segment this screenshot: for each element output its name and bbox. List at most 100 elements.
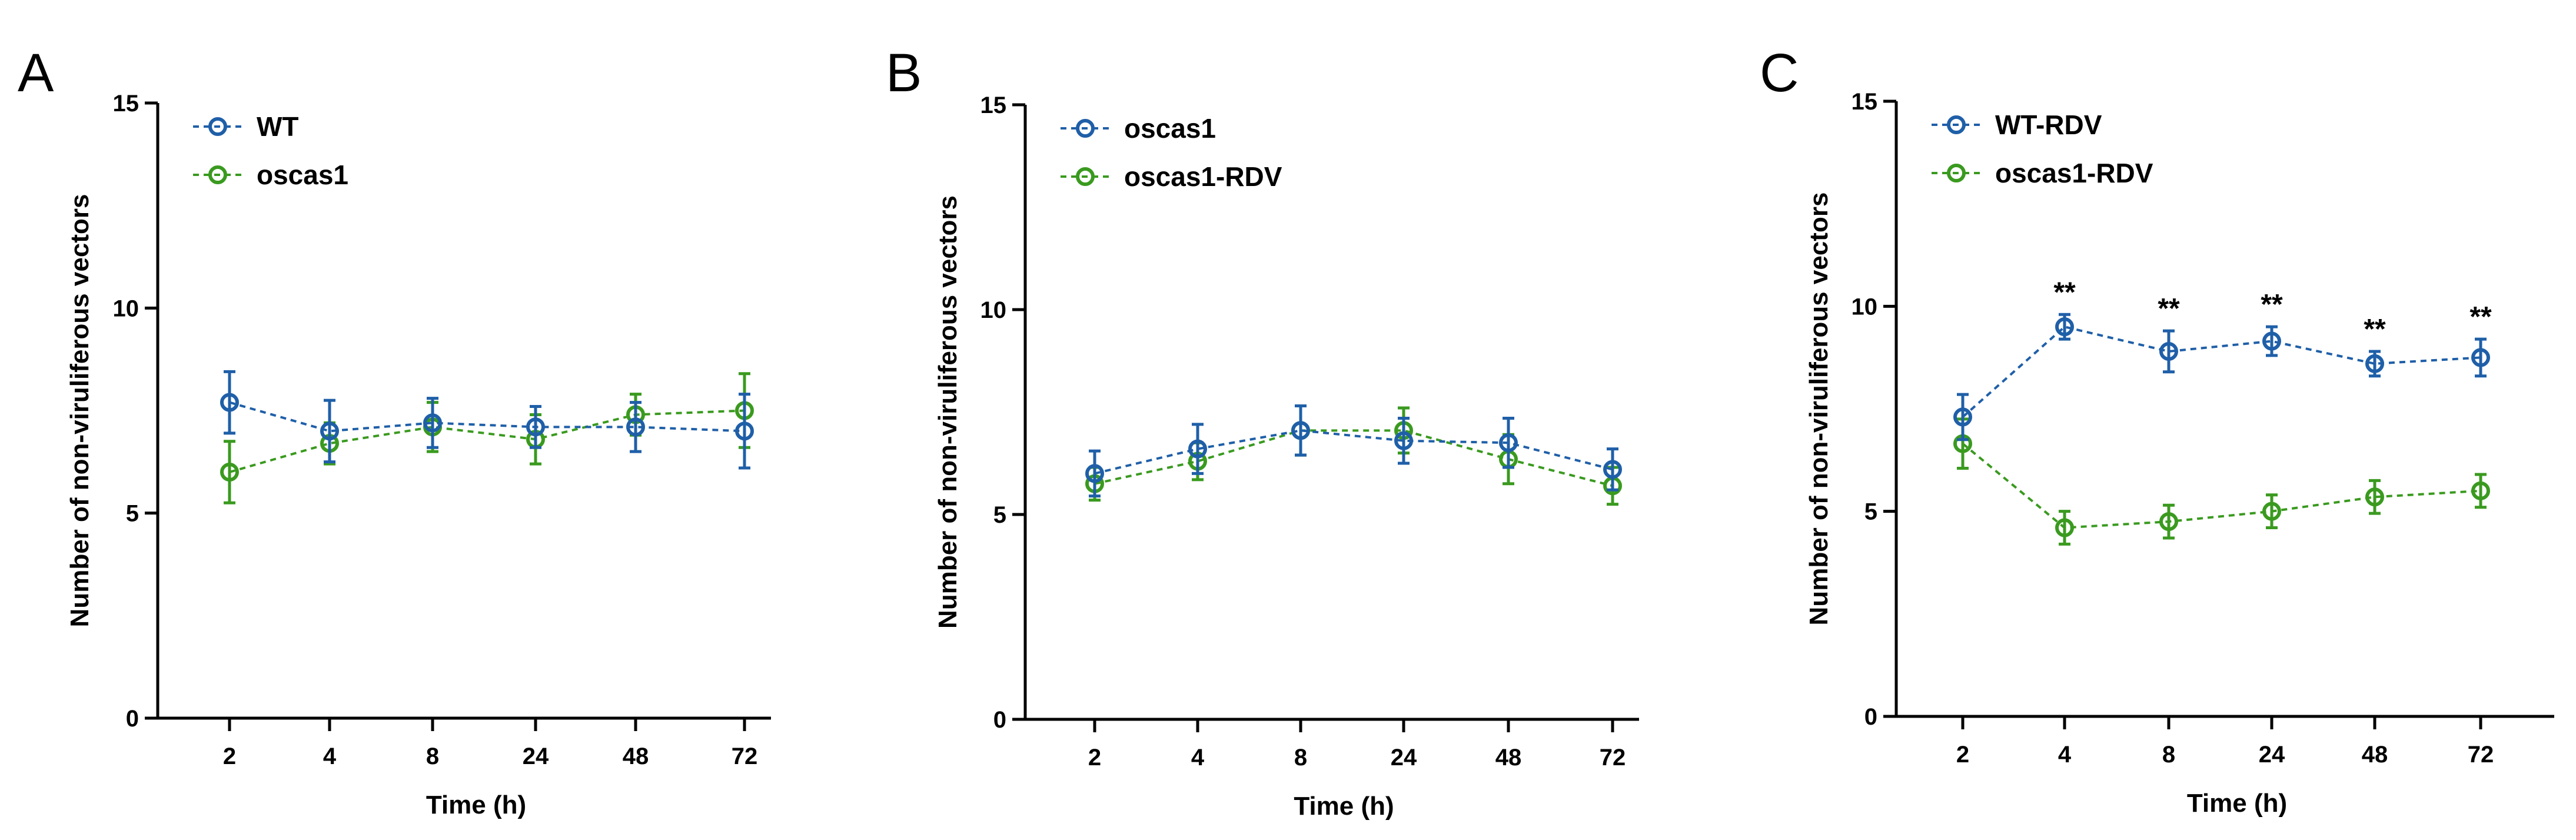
series-line bbox=[1094, 429, 1613, 487]
x-tick-label: 48 bbox=[1495, 745, 1522, 771]
x-tick-label: 24 bbox=[523, 743, 549, 769]
data-point bbox=[2262, 331, 2281, 351]
data-point bbox=[2471, 481, 2490, 500]
panel-letter: B bbox=[886, 43, 922, 103]
series-line bbox=[1094, 429, 1613, 475]
data-point bbox=[2055, 317, 2074, 337]
data-point bbox=[2365, 487, 2384, 507]
y-tick-label: 10 bbox=[1852, 294, 1878, 320]
legend-marker bbox=[1076, 119, 1095, 138]
x-tick-label: 48 bbox=[623, 743, 649, 769]
y-tick-label: 15 bbox=[980, 92, 1007, 118]
y-tick-label: 0 bbox=[993, 707, 1006, 733]
y-tick-label: 5 bbox=[993, 502, 1006, 528]
x-tick-label: 48 bbox=[2362, 742, 2388, 768]
legend-label: oscas1 bbox=[1124, 113, 1216, 144]
y-axis-title: Number of non-viruliferous vectors bbox=[933, 195, 962, 629]
significance-label: ** bbox=[2364, 314, 2386, 345]
data-point bbox=[2159, 341, 2178, 361]
data-point bbox=[2262, 502, 2281, 521]
legend-marker bbox=[208, 117, 227, 136]
legend-marker bbox=[208, 165, 227, 184]
series-line bbox=[229, 409, 745, 473]
series-line bbox=[1962, 443, 2481, 529]
series-oscas1 bbox=[1085, 404, 1622, 498]
legend-label: oscas1-RDV bbox=[1995, 158, 2153, 188]
y-tick-label: 15 bbox=[113, 91, 139, 117]
legend-marker bbox=[1947, 164, 1966, 182]
x-axis-title: Time (h) bbox=[426, 791, 526, 819]
legend-marker bbox=[1947, 115, 1966, 134]
significance-label: ** bbox=[2158, 293, 2180, 324]
x-tick-label: 8 bbox=[426, 743, 439, 769]
x-tick-label: 72 bbox=[1600, 745, 1626, 771]
data-point bbox=[220, 393, 239, 412]
legend-entry: oscas1 bbox=[193, 160, 348, 190]
legend-marker bbox=[1076, 167, 1095, 186]
y-tick-label: 5 bbox=[1864, 499, 1877, 525]
y-tick-label: 10 bbox=[113, 296, 139, 321]
x-tick-label: 4 bbox=[2058, 742, 2072, 768]
data-point bbox=[1953, 407, 1972, 427]
data-point bbox=[1499, 433, 1518, 453]
legend-entry: WT-RDV bbox=[1932, 109, 2102, 140]
x-tick-label: 72 bbox=[732, 743, 758, 769]
y-axis-title: Number of non-viruliferous vectors bbox=[65, 194, 94, 627]
x-tick-label: 24 bbox=[1391, 745, 1417, 771]
x-tick-label: 2 bbox=[1088, 745, 1101, 771]
legend-label: WT bbox=[257, 111, 299, 142]
y-tick-label: 0 bbox=[126, 706, 139, 732]
data-point bbox=[1394, 431, 1413, 450]
data-point bbox=[2365, 354, 2384, 373]
x-tick-label: 72 bbox=[2468, 742, 2494, 768]
series-wt-rdv bbox=[1953, 313, 2490, 441]
panel-letter: C bbox=[1760, 43, 1799, 103]
data-point bbox=[320, 421, 339, 441]
data-point bbox=[423, 413, 442, 433]
y-tick-label: 5 bbox=[126, 501, 139, 527]
legend-label: WT-RDV bbox=[1995, 109, 2102, 140]
series-line bbox=[1962, 325, 2481, 418]
significance-label: ** bbox=[2261, 289, 2283, 320]
y-tick-label: 0 bbox=[1864, 704, 1877, 730]
x-tick-label: 8 bbox=[2162, 742, 2175, 768]
y-tick-label: 10 bbox=[980, 297, 1007, 323]
x-tick-label: 2 bbox=[1956, 742, 1969, 768]
data-point bbox=[1085, 464, 1104, 483]
legend-label: oscas1 bbox=[257, 160, 348, 190]
legend-entry: oscas1 bbox=[1061, 113, 1216, 144]
series-line bbox=[229, 401, 745, 433]
data-point bbox=[2055, 518, 2074, 537]
data-point bbox=[526, 417, 545, 437]
series-oscas1-rdv bbox=[1953, 417, 2490, 546]
series-oscas1 bbox=[220, 372, 754, 504]
legend-entry: WT bbox=[193, 111, 299, 142]
significance-label: ** bbox=[2053, 277, 2076, 308]
panel-letter: A bbox=[18, 43, 54, 103]
significance-label: ** bbox=[2469, 301, 2492, 333]
data-point bbox=[1603, 460, 1622, 479]
legend-entry: oscas1-RDV bbox=[1061, 161, 1282, 192]
y-tick-label: 15 bbox=[1852, 89, 1878, 115]
legend-entry: oscas1-RDV bbox=[1932, 158, 2153, 188]
data-point bbox=[2471, 348, 2490, 367]
data-point bbox=[626, 417, 645, 437]
x-tick-label: 2 bbox=[223, 743, 236, 769]
data-point bbox=[1291, 421, 1310, 440]
x-tick-label: 8 bbox=[1294, 745, 1307, 771]
data-point bbox=[1188, 439, 1207, 459]
x-tick-label: 24 bbox=[2259, 742, 2285, 768]
x-axis-title: Time (h) bbox=[2187, 789, 2287, 818]
x-tick-label: 4 bbox=[1191, 745, 1205, 771]
y-axis-title: Number of non-viruliferous vectors bbox=[1804, 192, 1833, 626]
legend-label: oscas1-RDV bbox=[1124, 161, 1282, 192]
data-point bbox=[735, 421, 754, 441]
data-point bbox=[2159, 512, 2178, 532]
series-wt bbox=[220, 370, 754, 470]
data-point bbox=[220, 463, 239, 482]
x-axis-title: Time (h) bbox=[1294, 792, 1394, 821]
